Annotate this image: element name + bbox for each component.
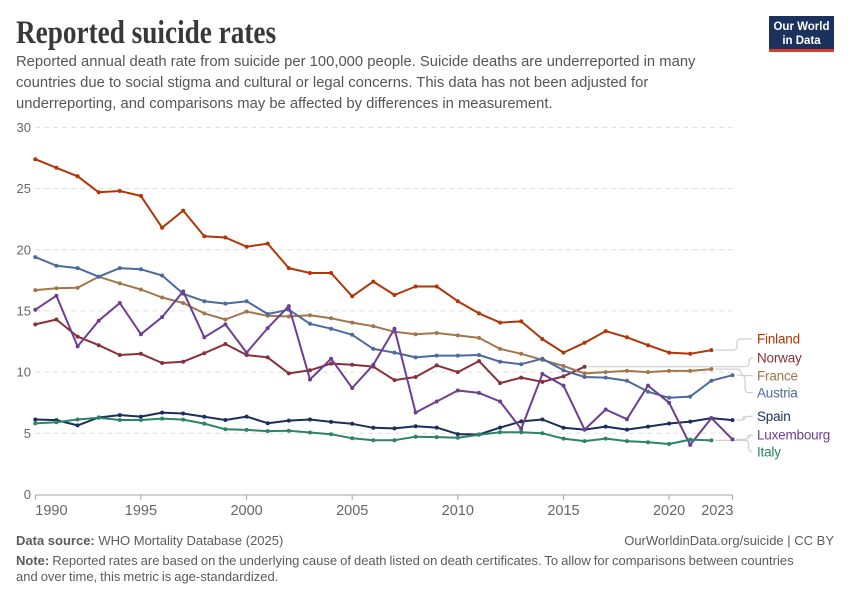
svg-text:Spain: Spain [757,409,791,424]
svg-text:France: France [757,368,798,383]
svg-text:2015: 2015 [547,503,579,519]
svg-text:5: 5 [24,426,31,441]
svg-text:Austria: Austria [757,385,798,400]
svg-text:2005: 2005 [336,503,368,519]
svg-text:Finland: Finland [757,332,800,347]
svg-text:25: 25 [17,181,31,196]
svg-text:20: 20 [17,242,31,257]
svg-text:Norway: Norway [757,351,802,366]
svg-text:1990: 1990 [35,503,67,519]
svg-text:Italy: Italy [757,444,781,459]
svg-text:2000: 2000 [230,503,262,519]
svg-text:1995: 1995 [125,503,157,519]
svg-text:10: 10 [17,365,31,380]
svg-text:2010: 2010 [442,503,474,519]
svg-text:2020: 2020 [653,503,685,519]
svg-text:15: 15 [17,303,31,318]
svg-text:30: 30 [17,120,31,135]
svg-text:0: 0 [24,487,31,502]
svg-text:Luxembourg: Luxembourg [757,428,830,443]
svg-text:2023: 2023 [701,503,733,519]
